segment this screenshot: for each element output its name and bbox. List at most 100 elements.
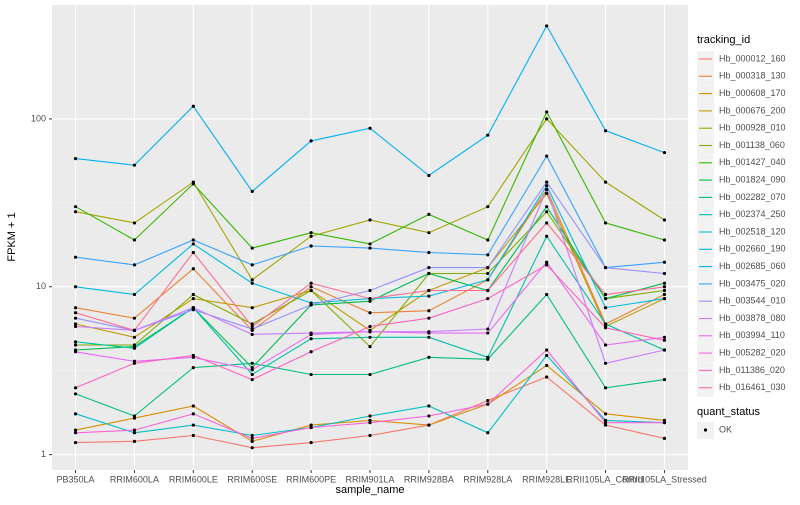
- point: [191, 292, 195, 297]
- point: [132, 292, 137, 297]
- legend-label: Hb_005282_020: [719, 347, 786, 357]
- point: [250, 332, 254, 337]
- point: [662, 377, 667, 382]
- point: [603, 361, 608, 365]
- point: [427, 331, 431, 335]
- point: [309, 303, 313, 307]
- point: [486, 266, 490, 270]
- point: [132, 263, 137, 267]
- point: [545, 24, 549, 28]
- point: [603, 343, 608, 347]
- point: [662, 218, 667, 222]
- point: [73, 285, 78, 289]
- legend-label: Hb_003878_080: [719, 313, 786, 323]
- point: [545, 191, 549, 195]
- x-tick-label: RRIM600LE: [169, 474, 218, 484]
- point: [545, 260, 549, 264]
- legend-label: Hb_001427_040: [719, 157, 786, 167]
- y-tick-label: 1: [41, 449, 46, 459]
- point: [191, 238, 195, 242]
- point: [368, 345, 372, 349]
- point: [603, 306, 608, 310]
- point: [191, 182, 195, 186]
- point: [73, 205, 78, 209]
- point: [191, 365, 195, 370]
- point: [603, 418, 608, 422]
- point: [368, 299, 372, 303]
- point: [132, 221, 137, 225]
- point: [368, 418, 372, 422]
- x-axis-title: sample_name: [335, 484, 404, 496]
- point: [603, 297, 608, 301]
- point: [662, 335, 667, 339]
- point: [73, 306, 78, 310]
- point: [250, 361, 254, 365]
- point: [368, 297, 372, 301]
- point: [73, 324, 78, 329]
- point: [486, 297, 490, 301]
- point: [250, 433, 254, 438]
- point: [662, 421, 667, 425]
- point: [73, 255, 78, 259]
- point: [662, 338, 667, 342]
- point: [250, 439, 254, 443]
- legend-label: Hb_003544_010: [719, 296, 786, 306]
- point: [486, 278, 490, 282]
- point: [603, 180, 608, 184]
- point: [486, 355, 490, 359]
- point: [368, 324, 372, 329]
- point: [427, 212, 431, 216]
- point: [250, 324, 254, 329]
- point: [427, 271, 431, 276]
- point: [427, 266, 431, 270]
- point: [191, 250, 195, 255]
- point: [662, 238, 667, 242]
- point: [132, 361, 137, 365]
- x-tick-label: RRIM600SE: [227, 474, 277, 484]
- point: [545, 348, 549, 352]
- point: [545, 117, 549, 121]
- point: [545, 363, 549, 368]
- point: [368, 126, 372, 130]
- point: [250, 372, 254, 377]
- legend-label: Hb_016461_030: [719, 382, 786, 392]
- point: [132, 238, 137, 242]
- legend-shape: [703, 428, 708, 432]
- point: [545, 353, 549, 358]
- point: [368, 335, 372, 339]
- point: [368, 288, 372, 293]
- point: [309, 139, 313, 143]
- point: [309, 425, 313, 430]
- point: [545, 221, 549, 225]
- point: [250, 377, 254, 382]
- point: [191, 412, 195, 416]
- point: [662, 348, 667, 352]
- legend-label: Hb_000318_130: [719, 71, 786, 81]
- point: [73, 311, 78, 315]
- point: [662, 418, 667, 422]
- x-tick-label: RRIM901LA: [345, 474, 394, 484]
- point: [545, 292, 549, 297]
- x-tick-label: RRIM600LA: [110, 474, 159, 484]
- point: [309, 337, 313, 341]
- point: [486, 238, 490, 242]
- legend-label: Hb_011386_020: [719, 365, 785, 375]
- point: [427, 423, 431, 427]
- point: [309, 423, 313, 427]
- point: [662, 288, 667, 293]
- y-tick-label: 100: [31, 113, 46, 123]
- x-tick-label: RRII105LA_Control: [567, 474, 645, 484]
- point: [603, 423, 608, 427]
- legend-label: Hb_003475_020: [719, 278, 786, 288]
- point: [662, 297, 667, 301]
- legend-title: tracking_id: [697, 34, 750, 46]
- point: [486, 205, 490, 209]
- point: [191, 242, 195, 246]
- point: [132, 163, 137, 167]
- point: [427, 355, 431, 359]
- y-axis-title: FPKM + 1: [6, 212, 18, 261]
- point: [73, 440, 78, 445]
- point: [662, 260, 667, 264]
- x-tick-label: RRIM928LE: [522, 474, 571, 484]
- point: [309, 372, 313, 377]
